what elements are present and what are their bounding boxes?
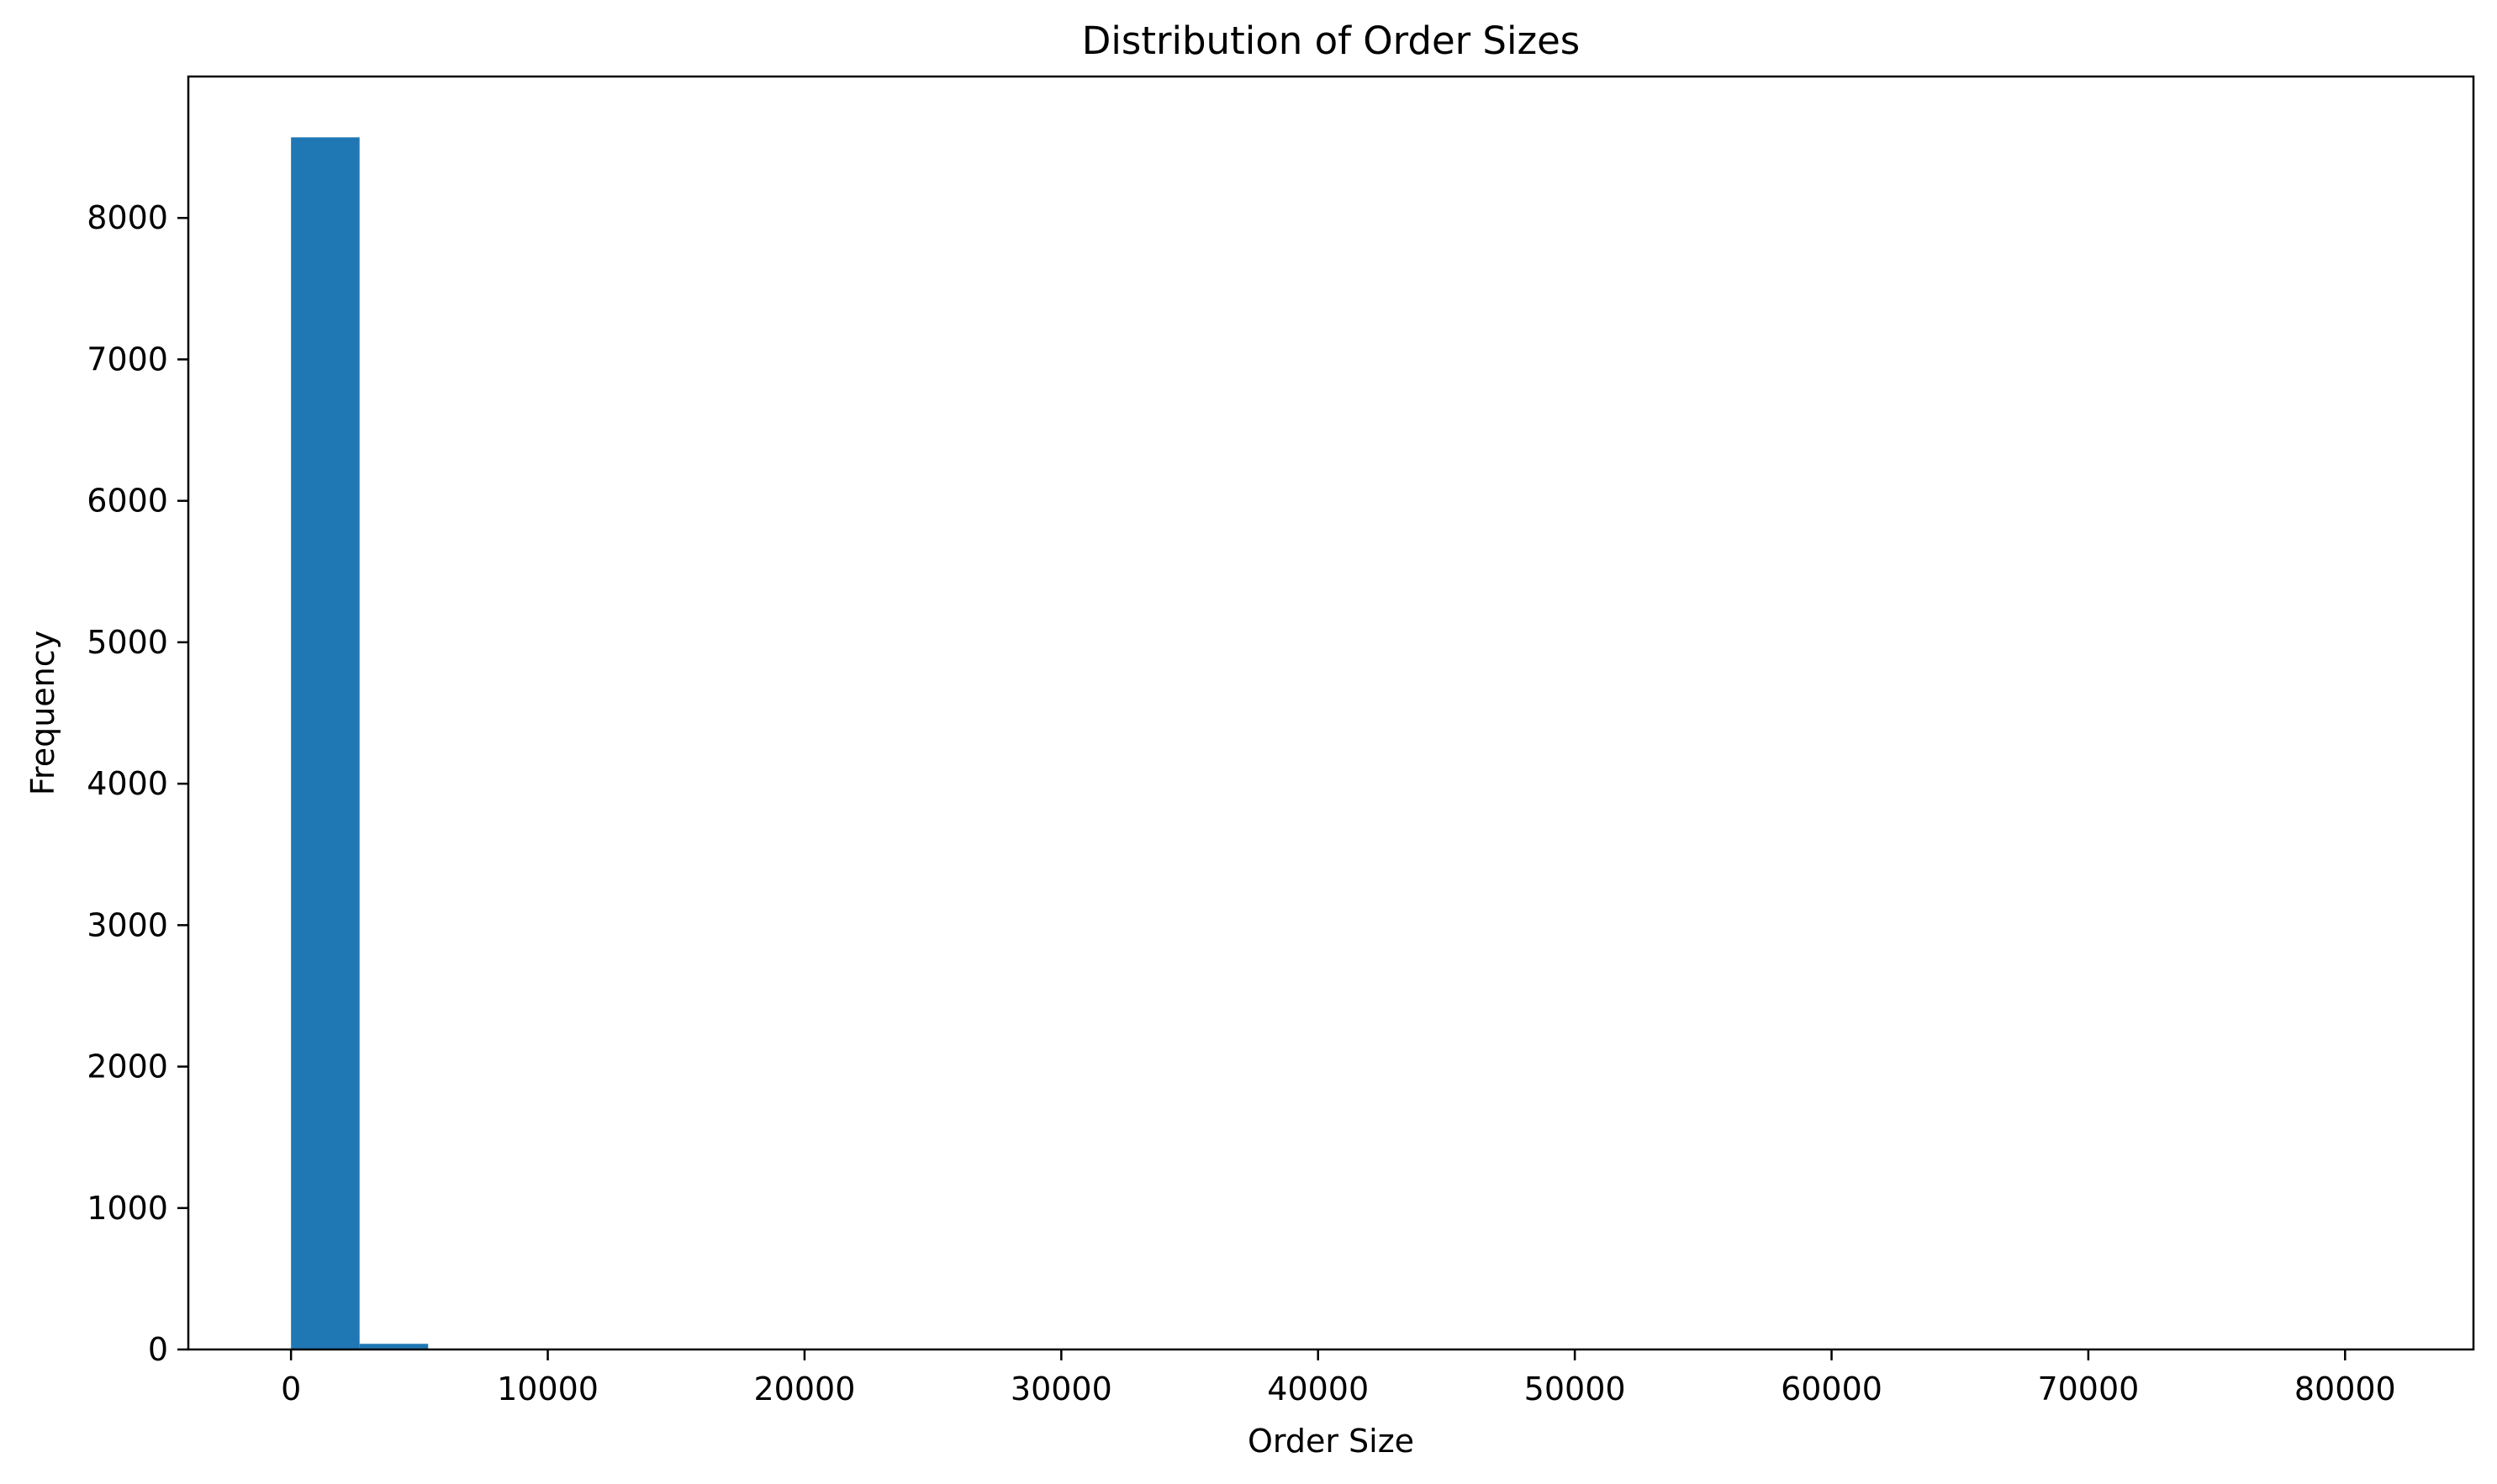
- y-tick-label: 4000: [87, 765, 168, 802]
- y-tick-label: 0: [148, 1331, 168, 1368]
- x-tick-label: 70000: [2037, 1370, 2139, 1407]
- x-tick-label: 20000: [753, 1370, 855, 1407]
- y-tick-label: 8000: [87, 199, 168, 236]
- y-tick-label: 2000: [87, 1048, 168, 1085]
- x-tick-label: 30000: [1011, 1370, 1112, 1407]
- x-tick-label: 10000: [497, 1370, 599, 1407]
- x-tick-label: 60000: [1781, 1370, 1882, 1407]
- y-axis-label: Frequency: [24, 631, 61, 795]
- histogram-bar: [359, 1344, 429, 1349]
- x-axis-ticks: 0 10000 20000 30000 40000 50000 60000 70000 8000…: [281, 1349, 2396, 1407]
- y-tick-label: 6000: [87, 483, 168, 520]
- plot-area-frame: [187, 75, 2475, 1351]
- chart-title: Distribution of Order Sizes: [1082, 18, 1581, 63]
- y-tick-label: 7000: [87, 341, 168, 378]
- x-tick-label: 80000: [2294, 1370, 2396, 1407]
- x-axis-label: Order Size: [1248, 1423, 1414, 1460]
- y-tick-label: 1000: [87, 1190, 168, 1227]
- x-tick-label: 0: [281, 1370, 301, 1407]
- bars-group: [291, 137, 2348, 1349]
- y-axis-ticks: 0 1000 2000 3000 4000 5000 6000 7000 8000: [87, 199, 188, 1368]
- x-tick-label: 40000: [1267, 1370, 1369, 1407]
- x-tick-label: 50000: [1524, 1370, 1626, 1407]
- histogram-bar: [291, 137, 360, 1349]
- y-tick-label: 3000: [87, 906, 168, 943]
- y-tick-label: 5000: [87, 624, 168, 661]
